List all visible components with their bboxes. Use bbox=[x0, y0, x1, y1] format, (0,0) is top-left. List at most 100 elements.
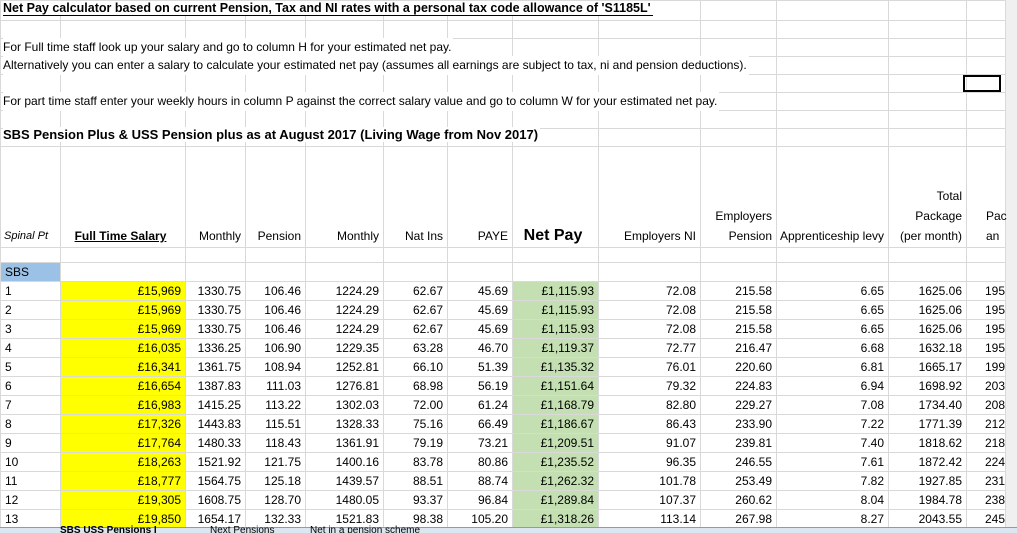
cell: 224.83 bbox=[735, 379, 772, 393]
cell: £18,777 bbox=[61, 472, 185, 490]
cell: 1625.06 bbox=[918, 303, 962, 317]
cell: 1276.81 bbox=[335, 379, 379, 393]
sheet-tab[interactable]: Net in a pension scheme bbox=[310, 525, 421, 533]
cell: 6.81 bbox=[860, 360, 884, 374]
cell: 106.46 bbox=[264, 284, 301, 298]
cell: 88.74 bbox=[477, 474, 508, 488]
cell: 1771.39 bbox=[918, 417, 962, 431]
cell: 1625.06 bbox=[918, 322, 962, 336]
cell: £1,318.26 bbox=[513, 510, 598, 528]
cell: 72.08 bbox=[665, 322, 696, 336]
cell: 106.46 bbox=[264, 322, 301, 336]
cell: 253.49 bbox=[735, 474, 772, 488]
grid-line bbox=[447, 0, 448, 527]
cell: 115.51 bbox=[265, 417, 301, 431]
cell: £15,969 bbox=[61, 282, 185, 300]
grid-line bbox=[383, 0, 384, 527]
grid-line bbox=[888, 0, 889, 527]
cell: £1,151.64 bbox=[513, 377, 598, 395]
cell: £1,186.67 bbox=[513, 415, 598, 433]
cell: 93.37 bbox=[412, 493, 443, 507]
cell: 231 bbox=[985, 474, 1005, 488]
cell: £1,135.32 bbox=[513, 358, 598, 376]
cell: 86.43 bbox=[665, 417, 696, 431]
spinal-point: 11 bbox=[5, 474, 18, 488]
cell: £16,341 bbox=[61, 358, 185, 376]
cell: 45.69 bbox=[477, 303, 508, 317]
grid-line bbox=[776, 0, 777, 527]
cell: 83.78 bbox=[412, 455, 443, 469]
column-header: Employers NI bbox=[623, 229, 696, 243]
cell: £17,764 bbox=[61, 434, 185, 452]
cell: £16,983 bbox=[61, 396, 185, 414]
cell: 1336.25 bbox=[197, 341, 241, 355]
cell: 101.78 bbox=[659, 474, 696, 488]
sheet-tab[interactable]: Next Pensions bbox=[210, 525, 275, 533]
cell: 1330.75 bbox=[197, 303, 241, 317]
spinal-point: 4 bbox=[5, 341, 12, 355]
cell: £19,850 bbox=[61, 510, 185, 528]
section-heading: SBS Pension Plus & USS Pension plus as a… bbox=[3, 127, 541, 142]
column-header: Pension bbox=[257, 229, 301, 243]
cell: 118.43 bbox=[265, 436, 301, 450]
grid-line bbox=[185, 0, 186, 527]
cell: 111.03 bbox=[266, 379, 301, 393]
cell: 46.70 bbox=[477, 341, 508, 355]
cell: 195 bbox=[985, 284, 1005, 298]
selected-cell bbox=[963, 75, 1001, 92]
cell: 1224.29 bbox=[335, 322, 379, 336]
spinal-point: 2 bbox=[5, 303, 12, 317]
cell: 245 bbox=[985, 512, 1005, 526]
cell: 113.14 bbox=[660, 512, 696, 526]
cell: 105.20 bbox=[471, 512, 508, 526]
cell: 1872.42 bbox=[918, 455, 962, 469]
cell: 80.86 bbox=[477, 455, 508, 469]
cell: 66.10 bbox=[412, 360, 443, 374]
cell: 267.98 bbox=[735, 512, 772, 526]
cell: 6.68 bbox=[860, 341, 884, 355]
cell: 51.39 bbox=[477, 360, 508, 374]
sheet-tab[interactable]: SBS USS Pensions I bbox=[60, 525, 157, 533]
cell: £16,035 bbox=[61, 339, 185, 357]
cell: 1984.78 bbox=[918, 493, 962, 507]
grid-line bbox=[0, 319, 1005, 320]
cell: 1361.75 bbox=[197, 360, 241, 374]
cell: 1927.85 bbox=[918, 474, 962, 488]
cell: 63.28 bbox=[412, 341, 443, 355]
cell: 62.67 bbox=[412, 303, 443, 317]
cell: 125.18 bbox=[264, 474, 301, 488]
column-header: Employers Pension bbox=[715, 209, 772, 243]
cell: 229.27 bbox=[735, 398, 772, 412]
spinal-point: 3 bbox=[5, 322, 12, 336]
cell: 1330.75 bbox=[197, 322, 241, 336]
cell: 1302.03 bbox=[335, 398, 379, 412]
column-header: Monthly bbox=[198, 229, 241, 243]
grid-line bbox=[0, 357, 1005, 358]
cell: 1654.17 bbox=[197, 512, 241, 526]
cell: 6.65 bbox=[860, 322, 884, 336]
column-header: Spinal Pt bbox=[4, 230, 49, 242]
grid-line bbox=[0, 490, 1005, 491]
scrollbar[interactable] bbox=[1005, 0, 1017, 527]
cell: 79.32 bbox=[665, 379, 696, 393]
grid-line bbox=[966, 0, 967, 527]
spinal-point: 12 bbox=[5, 493, 19, 507]
grid-line bbox=[0, 262, 1005, 263]
cell: 216.47 bbox=[735, 341, 772, 355]
cell: £1,115.93 bbox=[513, 320, 598, 338]
cell: £15,969 bbox=[61, 320, 185, 338]
cell: 208 bbox=[985, 398, 1005, 412]
cell: 132.33 bbox=[264, 512, 301, 526]
cell: 107.37 bbox=[659, 493, 696, 507]
group-label: SBS bbox=[1, 263, 60, 281]
cell: 1387.83 bbox=[197, 379, 241, 393]
cell: 1818.62 bbox=[918, 436, 962, 450]
cell: 7.08 bbox=[860, 398, 884, 412]
cell: 56.19 bbox=[477, 379, 508, 393]
grid-line bbox=[0, 452, 1005, 453]
cell: 106.46 bbox=[264, 303, 301, 317]
cell: 45.69 bbox=[477, 284, 508, 298]
column-header: Full Time Salary bbox=[74, 229, 167, 243]
cell: £1,115.93 bbox=[513, 301, 598, 319]
cell: £1,115.93 bbox=[513, 282, 598, 300]
